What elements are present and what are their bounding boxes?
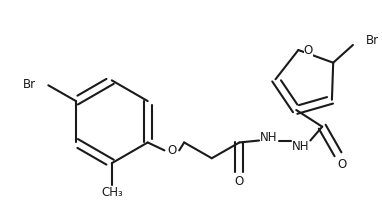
Text: CH₃: CH₃ [101, 186, 123, 199]
Text: O: O [235, 175, 244, 188]
Text: NH: NH [260, 131, 278, 144]
Text: O: O [337, 158, 346, 171]
Text: NH: NH [292, 140, 309, 153]
Text: Br: Br [366, 34, 379, 47]
Text: O: O [168, 144, 177, 157]
Text: O: O [304, 43, 313, 57]
Text: Br: Br [23, 78, 36, 91]
